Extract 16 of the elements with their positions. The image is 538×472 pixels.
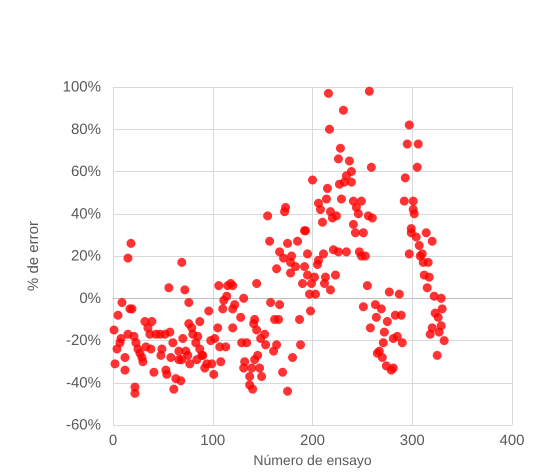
x-tick-label: 300 — [400, 432, 425, 450]
x-tick-label: 200 — [300, 432, 326, 450]
y-axis-title: % de error — [25, 221, 42, 292]
x-tick-label: 100 — [200, 432, 226, 450]
x-tick-label: 0 — [108, 432, 118, 450]
x-axis-title: Número de ensayo — [253, 452, 372, 468]
y-tick-label: 20% — [70, 248, 101, 265]
y-tick-label: 60% — [70, 163, 101, 180]
y-tick-label: 40% — [70, 205, 101, 222]
x-tick-label: 400 — [499, 432, 525, 450]
y-tick-label: -60% — [66, 416, 101, 434]
y-tick-label: 80% — [70, 120, 101, 138]
y-tick-label: -20% — [66, 332, 101, 350]
y-tick-label: -40% — [66, 374, 101, 392]
y-tick-label: 100% — [62, 78, 101, 96]
y-tick-label: 0% — [79, 290, 101, 307]
